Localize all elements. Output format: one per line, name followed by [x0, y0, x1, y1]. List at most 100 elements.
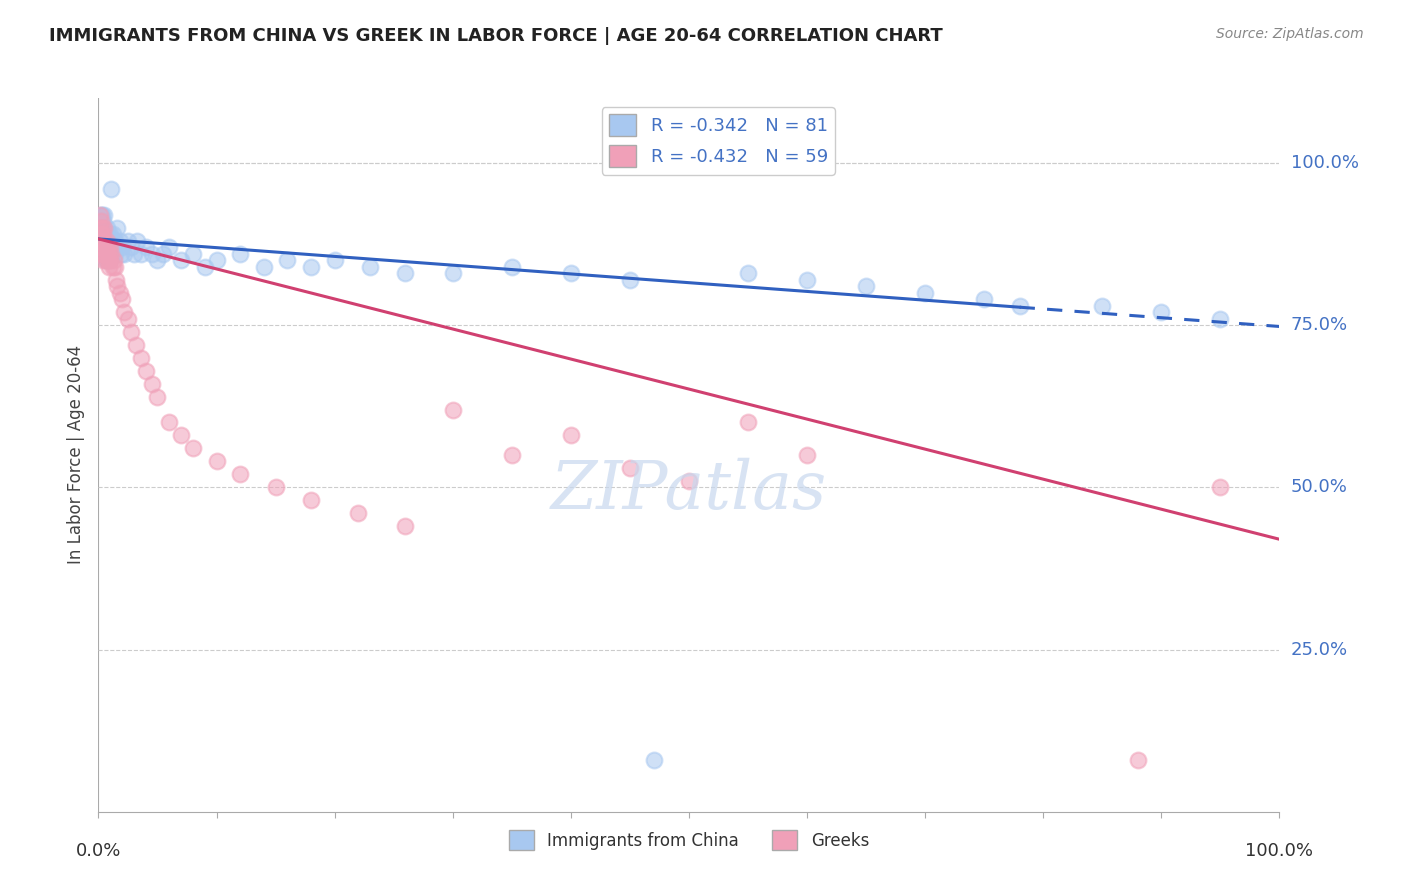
Point [194, 260, 217, 274]
Point [98, 227, 121, 242]
Point [796, 273, 818, 287]
Point [276, 253, 298, 268]
Point [98, 253, 121, 268]
Point [91, 247, 114, 261]
Point [394, 519, 416, 533]
Point [94, 227, 117, 242]
Text: 100.0%: 100.0% [1291, 154, 1358, 172]
Text: 100.0%: 100.0% [1246, 842, 1313, 860]
Point [501, 448, 523, 462]
Point [146, 390, 169, 404]
Point [93, 234, 115, 248]
Point [101, 227, 124, 242]
Point [94, 240, 117, 254]
Point [117, 311, 139, 326]
Point [129, 351, 152, 365]
Text: 75.0%: 75.0% [1291, 316, 1348, 334]
Point [93, 247, 115, 261]
Point [94, 253, 117, 268]
Point [89, 234, 111, 248]
Point [97, 253, 120, 268]
Point [129, 247, 152, 261]
Point [619, 461, 641, 475]
Point [678, 474, 700, 488]
Point [93, 247, 115, 261]
Point [91, 253, 114, 268]
Point [117, 234, 139, 248]
Point [91, 247, 114, 261]
Point [90, 240, 112, 254]
Point [94, 253, 117, 268]
Point [101, 240, 124, 254]
Text: 50.0%: 50.0% [1291, 478, 1347, 496]
Point [157, 416, 180, 430]
Point [1008, 299, 1031, 313]
Point [93, 220, 115, 235]
Point [170, 253, 193, 268]
Point [501, 260, 523, 274]
Point [152, 247, 174, 261]
Point [973, 292, 995, 306]
Point [1209, 480, 1232, 494]
Point [796, 448, 818, 462]
Point [98, 260, 121, 274]
Point [1091, 299, 1114, 313]
Point [91, 234, 114, 248]
Text: 25.0%: 25.0% [1291, 640, 1348, 658]
Point [96, 234, 118, 248]
Point [112, 247, 135, 261]
Point [90, 220, 112, 235]
Point [347, 506, 370, 520]
Point [104, 247, 127, 261]
Point [112, 305, 135, 319]
Point [89, 214, 111, 228]
Point [205, 253, 228, 268]
Point [108, 234, 131, 248]
Point [89, 234, 111, 248]
Point [299, 493, 322, 508]
Point [264, 480, 287, 494]
Point [121, 240, 143, 254]
Point [141, 376, 163, 391]
Point [100, 247, 122, 261]
Point [108, 285, 131, 300]
Point [90, 227, 112, 242]
Point [560, 266, 582, 280]
Point [100, 182, 122, 196]
Point [643, 753, 665, 767]
Point [737, 416, 759, 430]
Point [96, 234, 118, 248]
Point [1209, 311, 1232, 326]
Point [93, 234, 115, 248]
Point [97, 253, 120, 268]
Point [91, 214, 114, 228]
Text: ZIPatlas: ZIPatlas [551, 458, 827, 524]
Point [91, 227, 114, 242]
Legend: Immigrants from China, Greeks: Immigrants from China, Greeks [502, 823, 876, 857]
Point [96, 220, 118, 235]
Point [103, 234, 125, 248]
Point [91, 220, 114, 235]
Point [619, 273, 641, 287]
Point [157, 240, 180, 254]
Point [97, 227, 120, 242]
Point [91, 227, 114, 242]
Point [229, 247, 252, 261]
Point [170, 428, 193, 442]
Point [205, 454, 228, 468]
Point [101, 260, 124, 274]
Point [323, 253, 346, 268]
Point [181, 247, 204, 261]
Point [93, 208, 115, 222]
Point [253, 260, 276, 274]
Point [90, 214, 112, 228]
Point [737, 266, 759, 280]
Point [97, 240, 120, 254]
Point [96, 247, 118, 261]
Point [91, 240, 114, 254]
Point [181, 442, 204, 456]
Point [105, 279, 128, 293]
Point [104, 260, 127, 274]
Point [105, 273, 128, 287]
Point [91, 220, 114, 235]
